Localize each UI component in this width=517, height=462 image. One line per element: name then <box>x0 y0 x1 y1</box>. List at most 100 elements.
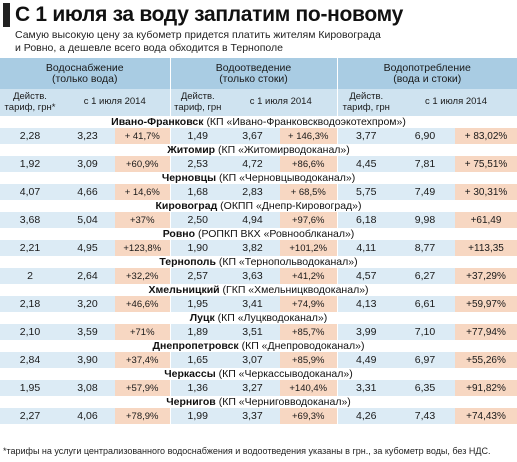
new-tariff-cell: 7,49 <box>395 184 455 200</box>
change-cell: +71% <box>115 324 170 340</box>
current-tariff-cell: 1,36 <box>169 380 225 396</box>
current-tariff-cell: 2,28 <box>0 128 60 144</box>
new-tariff-cell: 7,81 <box>395 156 455 172</box>
city-row: Хмельницкий (ГКП «Хмельницкводоканал») <box>0 284 517 296</box>
city-name: Чернигов <box>166 396 216 408</box>
current-tariff-cell: 2,18 <box>0 296 60 312</box>
city-name: Черновцы <box>161 172 217 184</box>
city-name: Ивано-Франковск <box>111 116 204 128</box>
company-name: (РОПКП ВКХ «Ровнооблканал») <box>197 228 355 240</box>
current-tariff-cell: 1,95 <box>0 380 60 396</box>
change-cell: +37,29% <box>455 268 517 284</box>
new-tariff-cell: 3,23 <box>60 128 115 144</box>
change-cell: +60,9% <box>115 156 170 172</box>
city-name: Днепропетровск <box>152 340 239 352</box>
company-name: (ОКПП «Днепр-Кировоград») <box>220 200 362 212</box>
group-header-consumption: Водопотребление (вода и стоки) <box>336 58 517 89</box>
current-tariff-cell: 4,57 <box>336 268 395 284</box>
new-tariff-cell: 4,06 <box>60 408 115 424</box>
city-label: Ивано-Франковск (КП «Ивано-Франковскводо… <box>0 116 517 128</box>
city-label: Днепропетровск (КП «Днепроводоканал») <box>0 340 517 352</box>
col-header-from-july: с 1 июля 2014 <box>395 89 517 116</box>
change-cell: + 14,6% <box>115 184 170 200</box>
table-row: 1,92 3,09 +60,9% 2,53 4,72 +86,6% 4,45 7,81 + 75… <box>0 156 517 172</box>
current-tariff-cell: 1,89 <box>169 324 225 340</box>
current-tariff-cell: 5,75 <box>336 184 395 200</box>
change-cell: +85,9% <box>280 352 337 368</box>
group-header-label: Водопотребление (вода и стоки) <box>383 61 471 85</box>
title-accent-bar <box>3 2 10 27</box>
group-header-label: Водоотведение (только стоки) <box>215 61 292 85</box>
city-row: Черкассы (КП «Черкассыводоканал») <box>0 368 517 380</box>
col-header-current-tariff: Действ. тариф, грн <box>336 89 395 116</box>
new-tariff-cell: 5,04 <box>60 212 115 228</box>
new-tariff-cell: 3,07 <box>225 352 280 368</box>
current-tariff-cell: 1,90 <box>169 240 225 256</box>
change-cell: +41,2% <box>280 268 337 284</box>
change-cell: +85,7% <box>280 324 337 340</box>
new-tariff-cell: 2,83 <box>225 184 280 200</box>
table-row: 2 2,64 +32,2% 2,57 3,63 +41,2% 4,57 6,27 +37,29% <box>0 268 517 284</box>
title-row: С 1 июля за воду заплатим по-новому <box>3 2 403 27</box>
table-row: 2,84 3,90 +37,4% 1,65 3,07 +85,9% 4,49 6,97 +55,… <box>0 352 517 368</box>
new-tariff-cell: 3,59 <box>60 324 115 340</box>
current-tariff-cell: 1,99 <box>169 408 225 424</box>
current-tariff-cell: 2,53 <box>169 156 225 172</box>
change-cell: + 68,5% <box>280 184 337 200</box>
company-name: (ГКП «Хмельницкводоканал») <box>222 284 369 296</box>
col-header-from-july: с 1 июля 2014 <box>60 89 170 116</box>
current-tariff-cell: 1,92 <box>0 156 60 172</box>
company-name: (КП «Ивано-Франковскводоэкотехпром») <box>206 116 406 128</box>
city-row: Черновцы (КП «Черновцыводоканал») <box>0 172 517 184</box>
current-tariff-cell: 4,49 <box>336 352 395 368</box>
change-cell: +91,82% <box>455 380 517 396</box>
change-cell: +140,4% <box>280 380 337 396</box>
group-header-row: Водоснабжение (только вода) Водоотведение… <box>0 58 517 89</box>
subtitle: Самую высокую цену за кубометр придется … <box>15 29 381 54</box>
col-header-current-tariff: Действ. тариф, грн* <box>0 89 60 116</box>
change-cell: +77,94% <box>455 324 517 340</box>
table-row: 4,07 4,66 + 14,6% 1,68 2,83 + 68,5% 5,75 7,49 + … <box>0 184 517 200</box>
change-cell: +59,97% <box>455 296 517 312</box>
new-tariff-cell: 4,66 <box>60 184 115 200</box>
change-cell: + 41,7% <box>115 128 170 144</box>
sub-header-row: Действ. тариф, грн* с 1 июля 2014 Действ.… <box>0 89 517 116</box>
footnote: *тарифы на услуги централизованного водо… <box>3 446 491 456</box>
city-row: Луцк (КП «Луцкводоканал») <box>0 312 517 324</box>
current-tariff-cell: 1,68 <box>169 184 225 200</box>
change-cell: + 83,02% <box>455 128 517 144</box>
table-row: 2,28 3,23 + 41,7% 1,49 3,67 + 146,3% 3,77 6,90 +… <box>0 128 517 144</box>
city-name: Хмельницкий <box>148 284 220 296</box>
new-tariff-cell: 6,27 <box>395 268 455 284</box>
city-label: Черновцы (КП «Черновцыводоканал») <box>0 172 517 184</box>
change-cell: +113,35 <box>455 240 517 256</box>
table-row: 1,95 3,08 +57,9% 1,36 3,27 +140,4% 3,31 6,35 +91… <box>0 380 517 396</box>
current-tariff-cell: 2,10 <box>0 324 60 340</box>
change-cell: +61,49 <box>455 212 517 228</box>
change-cell: +74,9% <box>280 296 337 312</box>
new-tariff-cell: 6,61 <box>395 296 455 312</box>
table-row: 2,18 3,20 +46,6% 1,95 3,41 +74,9% 4,13 6,61 +59,… <box>0 296 517 312</box>
city-name: Тернополь <box>159 256 216 268</box>
city-row: Кировоград (ОКПП «Днепр-Кировоград») <box>0 200 517 212</box>
change-cell: +101,2% <box>280 240 337 256</box>
city-row: Ивано-Франковск (КП «Ивано-Франковскводо… <box>0 116 517 128</box>
city-label: Луцк (КП «Луцкводоканал») <box>0 312 517 324</box>
current-tariff-cell: 2,27 <box>0 408 60 424</box>
current-tariff-cell: 3,99 <box>336 324 395 340</box>
city-name: Кировоград <box>155 200 218 212</box>
current-tariff-cell: 2 <box>0 268 60 284</box>
group-header-sewerage: Водоотведение (только стоки) <box>169 58 337 89</box>
new-tariff-cell: 8,77 <box>395 240 455 256</box>
company-name: (КП «Житомирводоканал») <box>218 144 350 156</box>
current-tariff-cell: 1,65 <box>169 352 225 368</box>
city-row: Житомир (КП «Житомирводоканал») <box>0 144 517 156</box>
new-tariff-cell: 3,41 <box>225 296 280 312</box>
new-tariff-cell: 3,90 <box>60 352 115 368</box>
current-tariff-cell: 2,50 <box>169 212 225 228</box>
new-tariff-cell: 4,94 <box>225 212 280 228</box>
new-tariff-cell: 3,08 <box>60 380 115 396</box>
change-cell: + 30,31% <box>455 184 517 200</box>
change-cell: +55,26% <box>455 352 517 368</box>
